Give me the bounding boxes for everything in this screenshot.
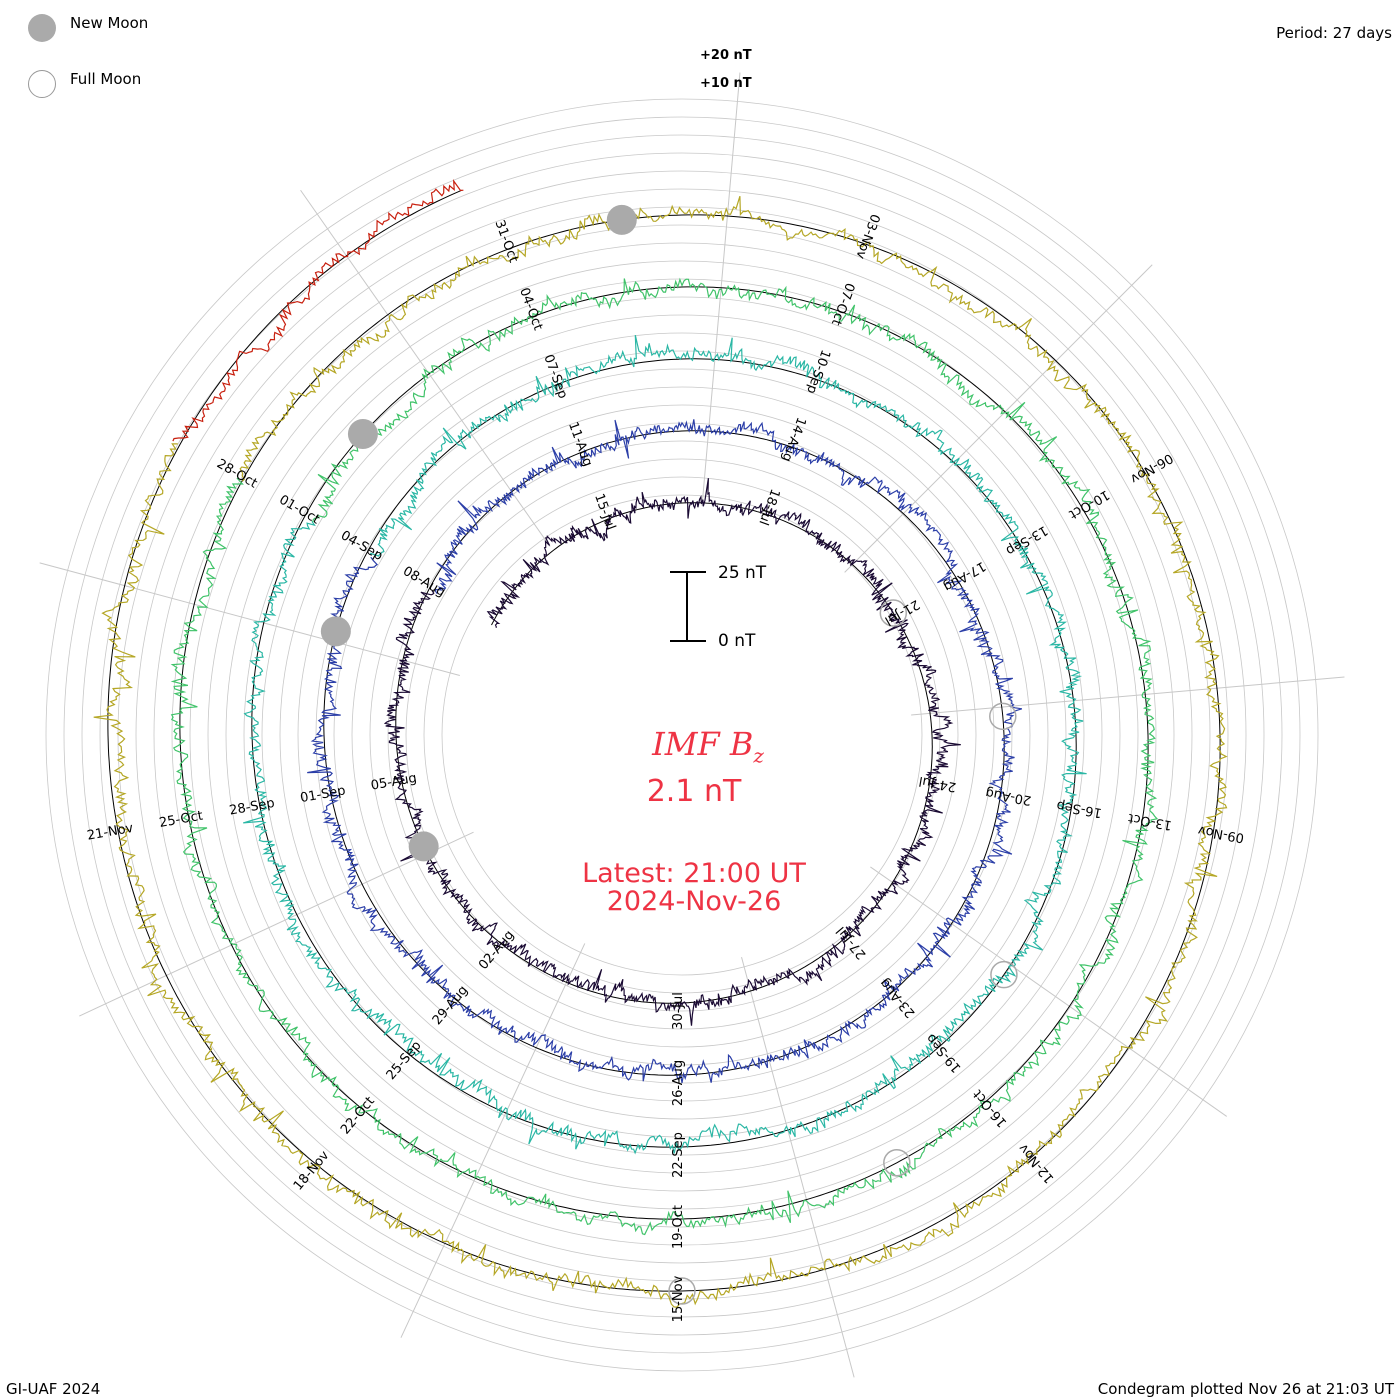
date-label: 14-Aug	[778, 415, 808, 464]
date-label: 31-Oct	[491, 218, 520, 265]
spoke-line	[870, 866, 1228, 1117]
spoke-line	[300, 189, 551, 547]
ring-label-plus-20: +20 nT	[700, 48, 752, 63]
date-label: 29-Aug	[430, 983, 471, 1028]
date-label: 09-Nov	[1197, 822, 1246, 845]
date-label: 18-Nov	[291, 1148, 333, 1194]
date-label: 15-Nov	[671, 1275, 686, 1322]
grid-ring	[99, 152, 1265, 1318]
center-title-subscript: z	[753, 743, 764, 768]
center-title-main: IMF B	[652, 725, 754, 763]
spoke-line	[39, 562, 460, 676]
grid-ring	[135, 188, 1229, 1282]
bz-trace-turn	[307, 419, 1023, 1084]
full-moon-marker	[990, 960, 1018, 989]
bz-trace-turn	[93, 196, 1228, 1308]
bz-trace-turn	[170, 277, 1159, 1236]
date-label: 22-Oct	[338, 1094, 378, 1137]
date-label: 25-Sep	[384, 1038, 425, 1083]
grid-ring	[225, 278, 1139, 1192]
full-moon-marker	[668, 1277, 696, 1305]
spoke-line	[79, 831, 474, 1017]
moon-markers	[320, 204, 1018, 1305]
grid-ring	[387, 440, 977, 1030]
date-label: 19-Oct	[671, 1205, 686, 1249]
center-date: 2024-Nov-26	[606, 886, 782, 917]
grid-ring	[279, 332, 1085, 1138]
date-label: 13-Oct	[1127, 810, 1173, 832]
grid-ring	[405, 458, 959, 1012]
date-label: 04-Oct	[516, 286, 545, 333]
new-moon-marker	[320, 616, 351, 647]
grid-ring	[171, 224, 1193, 1246]
legend-full-moon-label: Full Moon	[70, 70, 142, 88]
center-title: IMF Bz	[8, 725, 1400, 767]
date-label: 24-Jul	[918, 773, 958, 794]
grid-ring	[297, 350, 1067, 1120]
credit-label: GI-UAF 2024	[6, 1380, 101, 1398]
date-label: 21-Nov	[86, 821, 135, 844]
ring-grid	[45, 98, 1319, 1372]
date-label: 26-Aug	[671, 1060, 686, 1106]
full-moon-marker	[883, 1149, 911, 1177]
spoke-line	[844, 264, 1153, 573]
legend-new-moon-label: New Moon	[70, 14, 149, 32]
date-label: 19-Sep	[924, 1030, 965, 1075]
center-latest: Latest: 21:00 UT	[582, 858, 806, 889]
full-moon-icon	[28, 70, 56, 98]
ring-label-plus-10: +10 nT	[700, 76, 752, 91]
grid-ring	[63, 116, 1301, 1354]
grid-ring	[441, 494, 923, 976]
spoke-line	[400, 943, 586, 1338]
bz-trace-spiral	[93, 178, 1228, 1308]
bz-trace-turn	[383, 478, 961, 1026]
grid-ring	[243, 296, 1121, 1174]
scale-bar	[670, 571, 706, 642]
date-label: 22-Sep	[671, 1132, 686, 1178]
period-label: Period: 27 days	[1276, 24, 1392, 42]
bz-trace-turn	[243, 334, 1087, 1155]
spoke-line	[741, 957, 855, 1378]
new-moon-marker	[408, 831, 439, 862]
grid-ring	[315, 368, 1049, 1102]
grid-ring	[189, 242, 1175, 1228]
grid-ring	[153, 206, 1211, 1264]
date-label: 07-Oct	[828, 281, 857, 328]
grid-ring	[117, 170, 1247, 1300]
grid-ring	[45, 98, 1319, 1372]
bz-trace-turn	[172, 178, 464, 442]
spoke-line	[911, 676, 1345, 716]
full-moon-marker	[879, 599, 908, 627]
spoke-lines	[39, 72, 1345, 1378]
plotted-label: Condegram plotted Nov 26 at 21:03 UT	[1097, 1380, 1394, 1398]
center-value: 2.1 nT	[646, 774, 742, 809]
new-moon-marker	[606, 204, 637, 235]
new-moon-marker	[347, 418, 378, 449]
full-moon-marker	[989, 702, 1017, 731]
scale-bottom-label: 0 nT	[718, 631, 756, 651]
grid-ring	[351, 404, 1013, 1066]
grid-ring	[261, 314, 1103, 1156]
new-moon-icon	[28, 14, 56, 42]
scale-top-label: 25 nT	[718, 563, 767, 583]
grid-ring	[81, 134, 1283, 1336]
date-label: 30-Jul	[671, 992, 686, 1030]
grid-ring	[207, 260, 1157, 1210]
